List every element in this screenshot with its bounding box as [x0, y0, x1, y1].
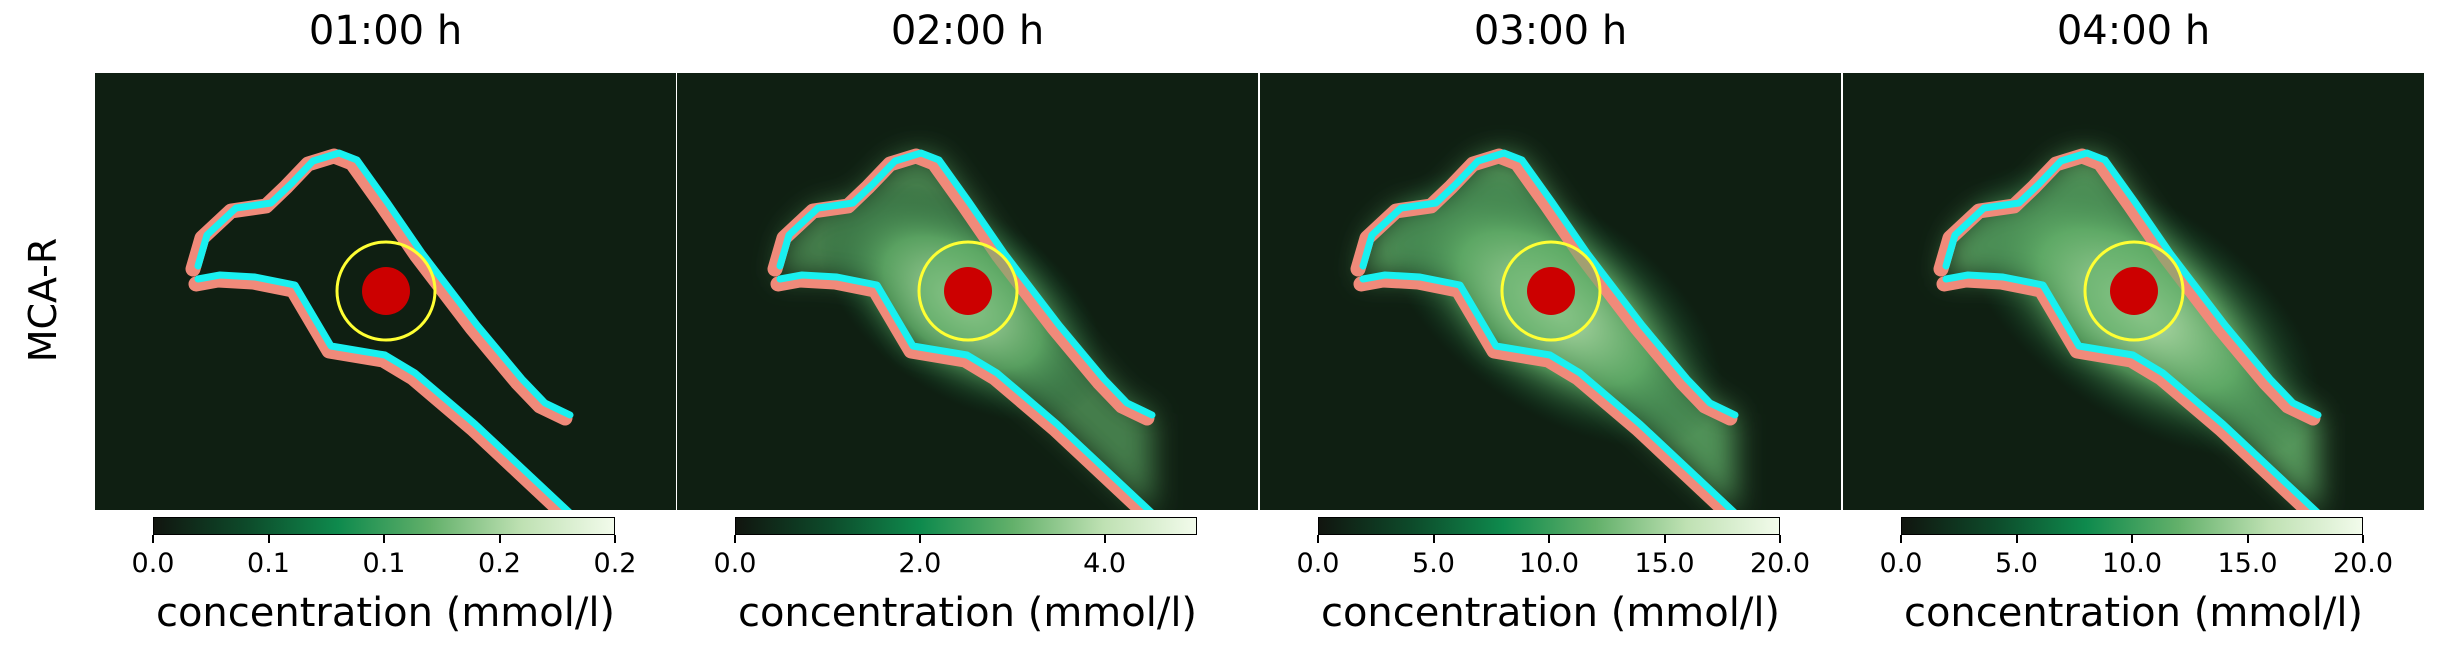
- row-label-text: MCA-R: [21, 237, 65, 363]
- colorbar-tick-label: 0.2: [593, 548, 637, 579]
- colorbar-tick: [267, 535, 270, 543]
- colorbar-label: concentration (mmol/l): [737, 590, 1198, 636]
- colorbar: [1901, 517, 2363, 535]
- row-label: MCA-R: [14, 180, 72, 420]
- artery-wall: [770, 272, 1153, 510]
- colorbar-tick: [1779, 535, 1781, 543]
- vessel-outline: [194, 271, 572, 510]
- artery-wall: [1353, 272, 1736, 510]
- colorbar-tick: [918, 535, 921, 543]
- colorbar-tick: [1317, 535, 1319, 543]
- vessel-outline: [1942, 149, 2322, 419]
- vessel-outline: [1359, 149, 1739, 419]
- colorbar-tick-label: 15.0: [1634, 548, 1695, 579]
- colorbar-tick: [1663, 535, 1666, 543]
- vessel-outline: [1359, 271, 1737, 510]
- colorbar-tick-label: 20.0: [1749, 548, 1811, 579]
- heatmap-image: [677, 73, 1258, 510]
- artery-wall: [1936, 272, 2319, 510]
- vessel-outline: [776, 271, 1154, 510]
- panel-2: 02:00 h 0.0 2.0 4.0 concentration (mmol/l): [677, 0, 1258, 661]
- colorbar: [735, 517, 1197, 535]
- colorbar-tick: [1432, 535, 1435, 543]
- heatmap-image: [1260, 73, 1841, 510]
- vessel-outline: [776, 149, 1156, 419]
- colorbar-tick-label: 2.0: [898, 548, 942, 579]
- colorbar-tick: [498, 535, 501, 543]
- colorbar-tick: [152, 535, 154, 543]
- colorbar-tick: [1103, 535, 1106, 543]
- colorbar-tick: [614, 535, 616, 543]
- colorbar-tick-label: 20.0: [2332, 548, 2394, 579]
- panel-title: 04:00 h: [2056, 8, 2211, 54]
- heatmap-image: [95, 73, 676, 510]
- colorbar-tick: [383, 535, 385, 543]
- vessel-outline: [194, 149, 574, 419]
- panel-title: 02:00 h: [890, 8, 1045, 54]
- colorbar: [153, 517, 615, 535]
- colorbar-tick-label: 0.0: [131, 548, 175, 579]
- colorbar-tick-label: 5.0: [1412, 548, 1455, 579]
- colorbar-tick-label: 0.0: [1296, 548, 1340, 579]
- colorbar-tick: [2362, 535, 2364, 543]
- heatmap-image: [1843, 73, 2424, 510]
- colorbar-tick: [1900, 535, 1902, 543]
- region-circle: [335, 240, 437, 342]
- panel-1: 01:00 h 0.0 0.1 0.1 0.2 0.2 concentration (mmo…: [95, 0, 676, 661]
- colorbar-label: concentration (mmol/l): [1320, 590, 1781, 636]
- colorbar-label: concentration (mmol/l): [155, 590, 616, 636]
- panel-title: 01:00 h: [308, 8, 463, 54]
- occlusion-core: [362, 267, 410, 315]
- colorbar-tick-label: 4.0: [1083, 548, 1127, 579]
- colorbar-tick-label: 0.1: [247, 548, 290, 579]
- colorbar-label: concentration (mmol/l): [1903, 590, 2364, 636]
- colorbar-tick-label: 0.0: [1879, 548, 1923, 579]
- colorbar-tick: [2015, 535, 2018, 543]
- occlusion-core: [1527, 267, 1575, 315]
- colorbar-tick: [2131, 535, 2133, 543]
- colorbar-tick: [1548, 535, 1550, 543]
- colorbar-tick-label: 0.1: [362, 548, 406, 579]
- panel-4: 04:00 h 0.0 5.0 10.0 15.0 20.0 concentration (…: [1843, 0, 2424, 661]
- artery-wall: [188, 272, 571, 510]
- occlusion-core: [944, 267, 992, 315]
- colorbar-tick-label: 10.0: [2101, 548, 2163, 579]
- colorbar-tick: [734, 535, 736, 543]
- colorbar-tick-label: 10.0: [1518, 548, 1580, 579]
- colorbar-tick-label: 0.0: [713, 548, 757, 579]
- colorbar-tick-label: 0.2: [478, 548, 521, 579]
- panel-3: 03:00 h 0.0 5.0 10.0 15.0 20.0 concentration (…: [1260, 0, 1841, 661]
- occlusion-core: [2110, 267, 2158, 315]
- colorbar: [1318, 517, 1780, 535]
- panel-title: 03:00 h: [1473, 8, 1628, 54]
- colorbar-tick: [2246, 535, 2249, 543]
- vessel-outline: [1942, 271, 2320, 510]
- colorbar-tick-label: 15.0: [2217, 548, 2278, 579]
- colorbar-tick-label: 5.0: [1995, 548, 2038, 579]
